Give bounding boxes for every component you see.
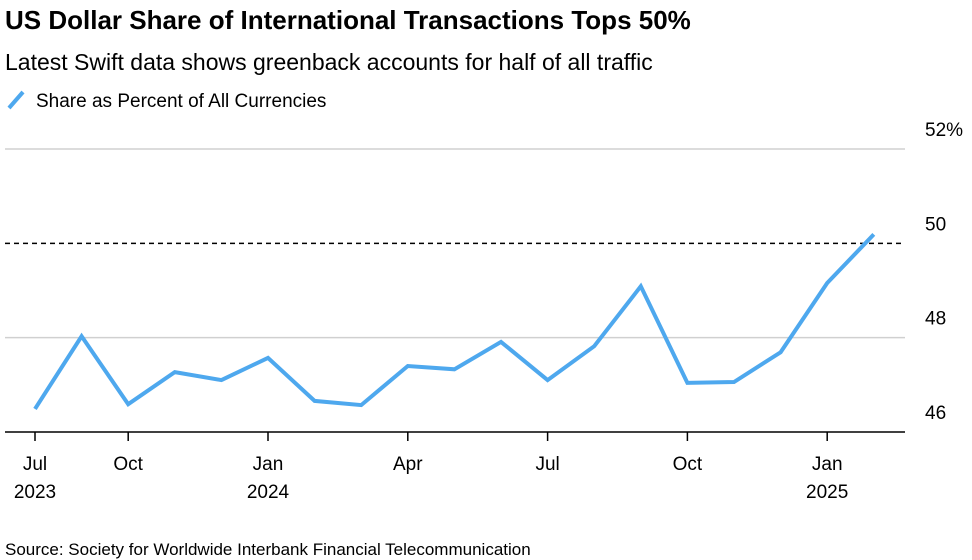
legend-label: Share as Percent of All Currencies (36, 91, 326, 112)
y-tick-label: 50 (925, 214, 946, 235)
x-tick-year: 2025 (806, 482, 848, 503)
chart-title: US Dollar Share of International Transac… (5, 5, 691, 35)
x-tick-label: Jan (812, 454, 843, 475)
x-tick-label: Jul (535, 454, 559, 475)
chart-subtitle: Latest Swift data shows greenback accoun… (5, 49, 653, 75)
x-tick-label: Oct (673, 454, 703, 475)
x-tick-label: Jul (23, 454, 47, 475)
y-tick-label: 48 (925, 309, 946, 330)
x-tick-label: Jan (253, 454, 284, 475)
x-tick-year: 2024 (247, 482, 290, 503)
line-series (33, 233, 876, 410)
legend-swatch (7, 90, 25, 110)
x-tick-year: 2023 (14, 482, 56, 503)
source: Source: Society for Worldwide Interbank … (5, 540, 531, 559)
x-tick-label: Apr (393, 454, 423, 475)
x-tick-label: Oct (113, 454, 143, 475)
y-tick-label: 52% (925, 120, 963, 141)
y-tick-label: 46 (925, 403, 946, 424)
